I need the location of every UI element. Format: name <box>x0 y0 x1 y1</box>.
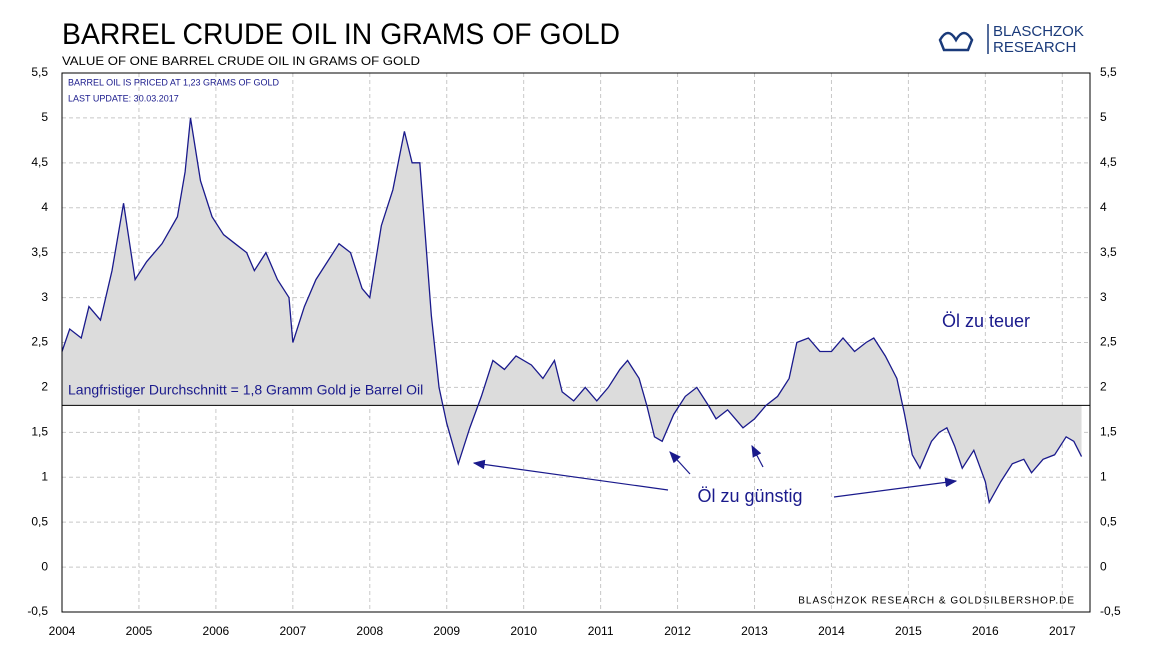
annotation: Öl zu günstig <box>697 486 802 506</box>
logo-text: RESEARCH <box>993 39 1076 56</box>
chart-title: BARREL CRUDE OIL IN GRAMS OF GOLD <box>62 18 620 51</box>
y2-tick-label: 3 <box>1100 290 1107 304</box>
info-text: LAST UPDATE: 30.03.2017 <box>68 93 179 103</box>
y-tick-label: 1 <box>41 469 48 483</box>
source-text: BLASCHZOK RESEARCH & GOLDSILBERSHOP.DE <box>798 596 1075 607</box>
y2-tick-label: 5,5 <box>1100 65 1117 79</box>
annotation: Langfristiger Durchschnitt = 1,8 Gramm G… <box>68 382 423 398</box>
y2-tick-label: 2,5 <box>1100 335 1117 349</box>
x-tick-label: 2007 <box>279 624 306 638</box>
logo-text: BLASCHZOK <box>993 23 1084 40</box>
chart-subtitle: VALUE OF ONE BARREL CRUDE OIL IN GRAMS O… <box>62 54 420 68</box>
y2-tick-label: 1,5 <box>1100 425 1117 439</box>
y-tick-label: -0,5 <box>27 604 48 618</box>
y-tick-label: 5 <box>41 110 48 124</box>
x-tick-label: 2015 <box>895 624 922 638</box>
y-tick-label: 0 <box>41 559 48 573</box>
y2-tick-label: 1 <box>1100 469 1107 483</box>
plot-frame <box>61 72 1091 613</box>
x-tick-label: 2011 <box>588 624 614 638</box>
y-tick-label: 4,5 <box>31 155 48 169</box>
arrow <box>472 459 669 491</box>
y2-tick-label: 0 <box>1100 559 1107 573</box>
x-tick-label: 2017 <box>1049 624 1076 638</box>
y-tick-label: 2,5 <box>31 335 48 349</box>
line <box>61 117 1083 505</box>
y2-tick-label: 3,5 <box>1100 245 1117 259</box>
y-tick-label: 5,5 <box>31 65 48 79</box>
y2-tick-label: 4 <box>1100 200 1107 214</box>
x-tick-label: 2016 <box>972 624 999 638</box>
y-tick-label: 0,5 <box>31 514 48 528</box>
plot-area <box>61 72 1090 613</box>
arrow <box>833 477 958 498</box>
x-tick-label: 2005 <box>126 624 153 638</box>
x-tick-label: 2004 <box>49 624 76 638</box>
x-tick-label: 2008 <box>356 624 383 638</box>
x-tick-label: 2013 <box>741 624 768 638</box>
y2-tick-label: 0,5 <box>1100 514 1117 528</box>
logo: BLASCHZOK RESEARCH <box>938 23 1084 56</box>
x-tick-label: 2006 <box>203 624 230 638</box>
deviation-area <box>62 117 1082 503</box>
arrow <box>751 444 764 468</box>
y-tick-label: 1,5 <box>31 425 48 439</box>
y-tick-label: 2 <box>41 380 48 394</box>
x-tick-label: 2009 <box>433 624 460 638</box>
y-tick-label: 3 <box>41 290 48 304</box>
arrows <box>472 444 958 498</box>
x-tick-label: 2014 <box>818 624 845 638</box>
x-tick-label: 2010 <box>510 624 537 638</box>
y-tick-label: 4 <box>41 200 48 214</box>
y2-tick-label: 5 <box>1100 110 1107 124</box>
x-tick-label: 2012 <box>664 624 691 638</box>
y2-tick-label: 4,5 <box>1100 155 1117 169</box>
y2-tick-label: -0,5 <box>1100 604 1121 618</box>
y-tick-label: 3,5 <box>31 245 48 259</box>
y2-tick-label: 2 <box>1100 380 1107 394</box>
info-text: BARREL OIL IS PRICED AT 1,23 GRAMS OF GO… <box>68 77 280 87</box>
logo-icon <box>938 31 974 52</box>
arrow <box>669 451 691 475</box>
annotation: Öl zu teuer <box>942 311 1030 331</box>
